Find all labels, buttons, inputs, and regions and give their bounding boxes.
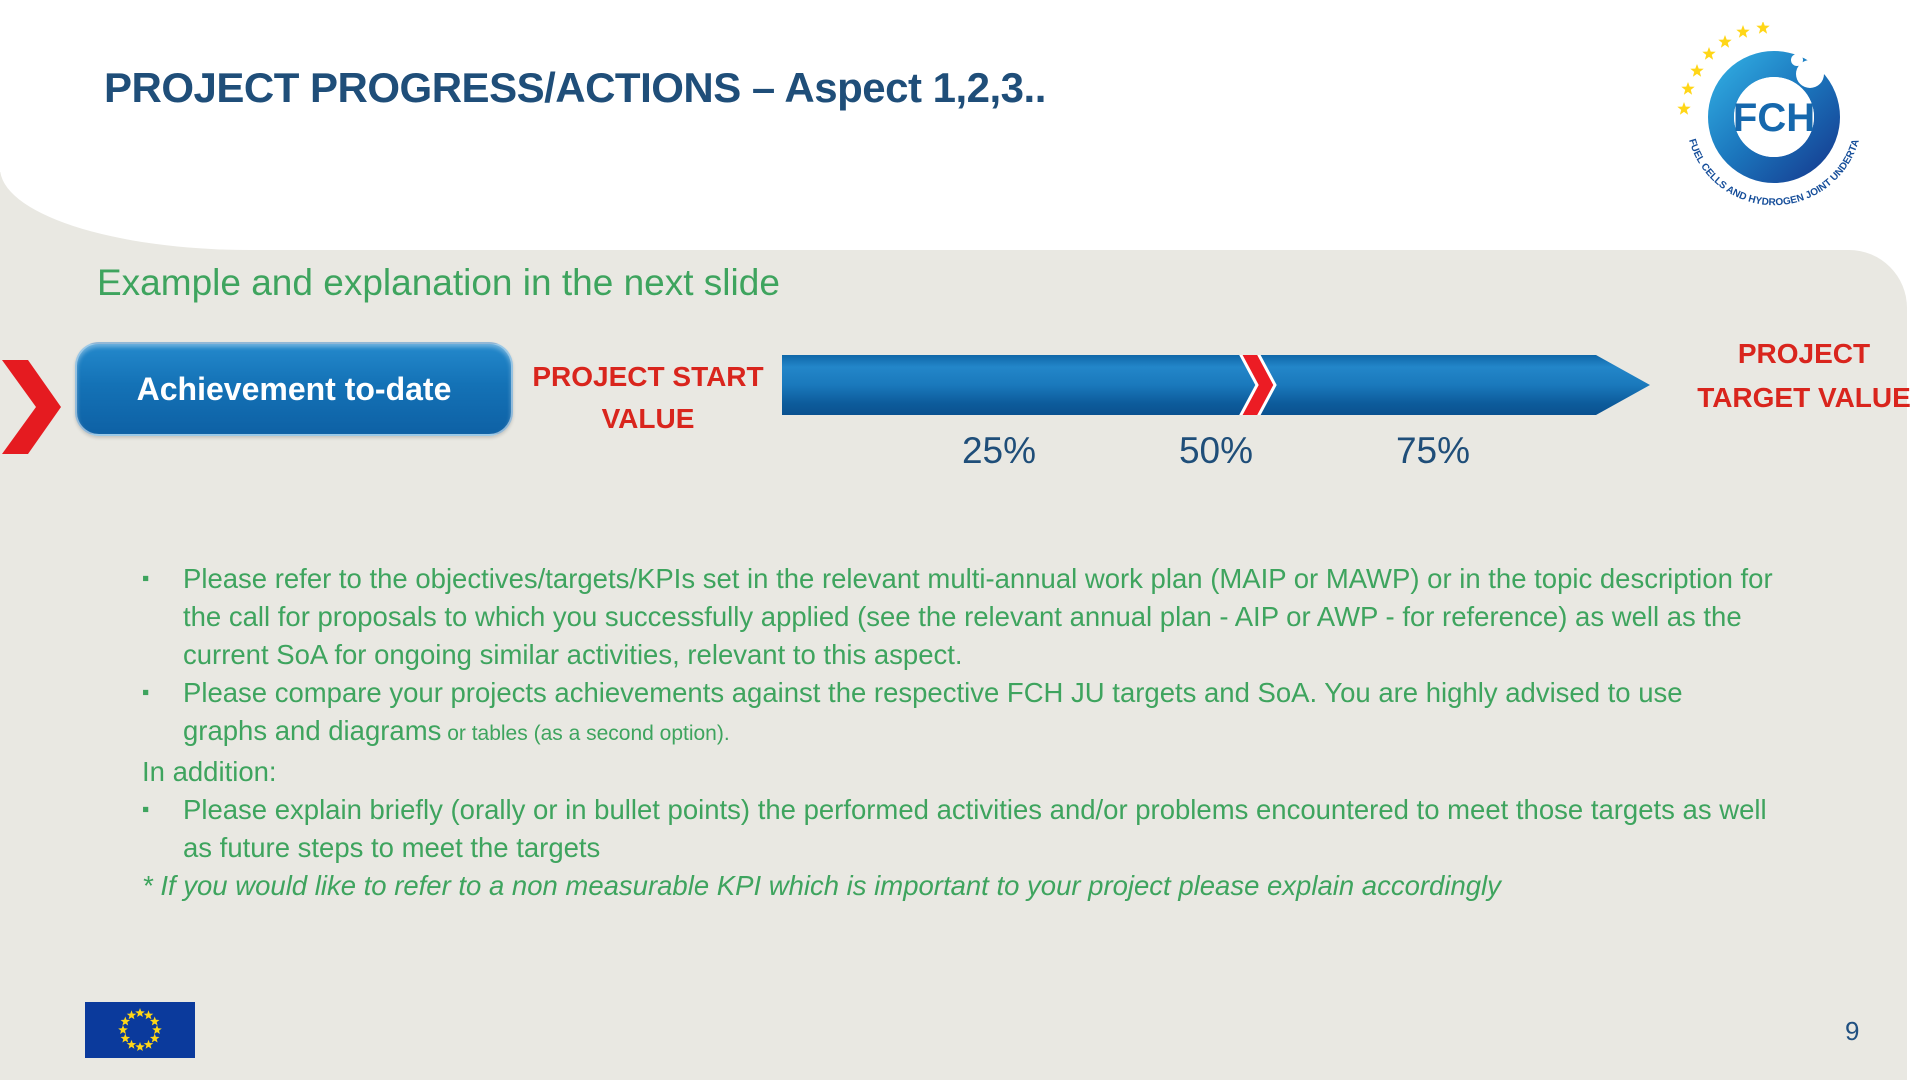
bullet-item: ▪ Please refer to the objectives/targets… bbox=[142, 560, 1774, 674]
progress-ticks: 25% 50% 75% bbox=[782, 430, 1650, 480]
footnote-line: * If you would like to refer to a non me… bbox=[142, 870, 1501, 901]
tick-75: 75% bbox=[1395, 430, 1471, 471]
bullet-item: ▪ Please compare your projects achieveme… bbox=[142, 674, 1774, 753]
fch-ring-icon bbox=[1708, 51, 1840, 183]
page-title: PROJECT PROGRESS/ACTIONS – Aspect 1,2,3.… bbox=[104, 64, 1046, 111]
red-chevron-icon bbox=[2, 360, 61, 454]
achievement-label: Achievement to-date bbox=[136, 370, 452, 407]
eu-flag-icon bbox=[85, 1002, 195, 1058]
fch-monogram: FCH bbox=[1733, 96, 1815, 140]
progress-arrow-bar bbox=[782, 355, 1650, 415]
project-start-value-label: PROJECT START VALUE bbox=[532, 361, 764, 434]
subtitle: Example and explanation in the next slid… bbox=[97, 262, 780, 303]
header-band bbox=[0, 0, 1920, 250]
bullet-text: Please refer to the objectives/targets/K… bbox=[183, 563, 1773, 670]
page-number: 9 bbox=[1845, 1016, 1860, 1046]
fch-logo: FCH FUEL CELLS AND HYDROGEN JOINT UNDERT… bbox=[1670, 22, 1862, 208]
bullet-square-icon: ▪ bbox=[142, 681, 150, 704]
in-addition-line: In addition: bbox=[142, 756, 277, 787]
project-target-value-label: PROJECT TARGET VALUE bbox=[1697, 338, 1911, 413]
bullet-text: Please compare your projects achievement… bbox=[183, 677, 1683, 746]
bullet-text: Please explain briefly (orally or in bul… bbox=[183, 794, 1767, 863]
notes-block: ▪ Please refer to the objectives/targets… bbox=[142, 560, 1774, 905]
tick-25: 25% bbox=[961, 430, 1037, 471]
achievement-to-date-button: Achievement to-date bbox=[75, 342, 513, 436]
bullet-square-icon: ▪ bbox=[142, 798, 150, 821]
tick-50: 50% bbox=[1178, 430, 1254, 471]
bullet-text-small: or tables (as a second option). bbox=[441, 722, 730, 745]
bullet-item: ▪ Please explain briefly (orally or in b… bbox=[142, 791, 1774, 867]
bullet-square-icon: ▪ bbox=[142, 567, 150, 590]
